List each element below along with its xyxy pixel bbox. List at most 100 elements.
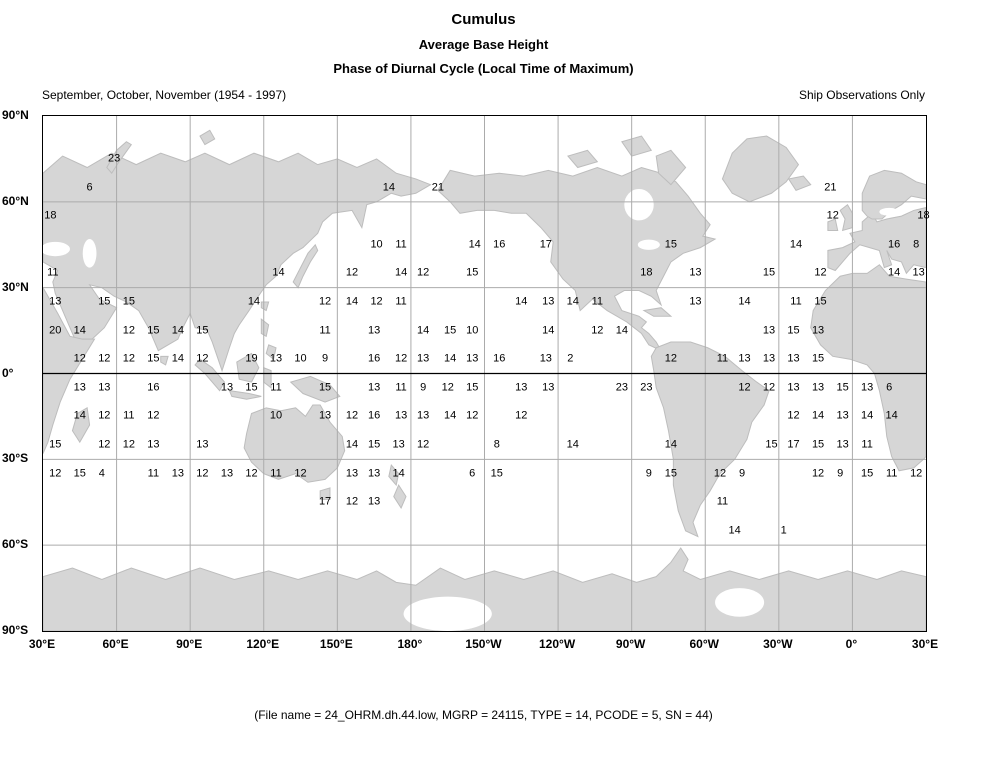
cell-value: 13 [762,352,776,365]
cell-value: 15 [765,438,778,451]
africa-east [43,288,95,454]
cell-value: 13 [912,266,925,279]
cell-value: 14 [728,524,741,537]
cell-value: 23 [615,381,628,394]
severnaya-zemlya [200,130,215,144]
philippines-north [261,319,268,336]
cell-value: 12 [196,352,209,365]
cell-value: 15 [245,381,258,394]
cell-value: 6 [469,467,476,480]
cell-value: 14 [272,266,285,279]
map-plot-area: 23 6 14 21 21 18 12 18 10 11 14 16 17 15 14 16 8 11 14 12 14… [42,115,930,632]
cell-value: 12 [98,438,111,451]
cell-value: 12 [591,324,604,337]
cell-value: 17 [787,438,800,451]
cell-value: 15 [122,295,135,308]
cell-value: 6 [86,181,93,194]
cell-value: 15 [811,438,825,451]
x-tick-label: 120°E [246,637,280,651]
cell-value: 14 [789,238,803,251]
cell-value: 13 [49,295,62,308]
cell-value: 21 [431,181,445,194]
cell-value: 13 [836,438,849,451]
cell-value: 14 [738,295,751,308]
y-tick-label: 30°S [2,451,29,466]
cell-value: 12 [515,409,528,422]
cell-value: 15 [861,467,874,480]
cell-value: 18 [44,209,57,222]
cell-value: 15 [664,238,678,251]
cell-value: 12 [811,467,825,480]
arctic-island-ellesmere [622,136,651,156]
cell-value: 9 [420,381,427,394]
cell-value: 12 [417,438,430,451]
cell-value: 15 [664,467,678,480]
cell-value: 11 [395,295,407,308]
chart-variable-label: Average Base Height [418,37,549,52]
cell-value: 9 [738,467,746,480]
philippines-south [266,345,276,359]
cell-value: 12 [738,381,751,394]
cell-value: 1 [780,524,787,537]
file-info-caption: (File name = 24_OHRM.dh.44.low, MGRP = 2… [254,708,713,722]
cell-value: 18 [917,209,930,222]
cell-value: 11 [716,495,729,508]
cell-value: 16 [368,409,381,422]
black-sea [43,241,70,257]
cell-value: 13 [171,467,185,480]
cell-value: 14 [382,181,395,194]
cell-value: 16 [147,381,160,394]
caspian-sea [82,239,97,268]
x-tick-label: 60°W [689,637,719,651]
cell-value: 16 [887,238,901,251]
cell-value: 12 [345,409,359,422]
madagascar [72,408,89,442]
y-tick-label: 90°N [2,108,29,122]
cell-value: 15 [490,467,503,480]
cell-value: 14 [171,352,185,365]
arctic-island-victoria [568,150,597,167]
cell-value: 23 [640,381,653,394]
sumatra [195,359,224,390]
cell-value: 15 [466,381,479,394]
cell-value: 17 [318,495,332,508]
cell-value: 15 [49,438,62,451]
africa-west [811,265,926,471]
cell-value: 9 [837,467,844,480]
cell-value: 10 [466,324,479,337]
scandinavia [862,170,926,219]
x-tick-label: 180° [397,637,423,651]
cell-value: 15 [147,324,160,337]
cell-value: 14 [515,295,528,308]
cell-value: 13 [368,381,381,394]
cell-value: 12 [394,352,408,365]
cell-value: 16 [493,238,506,251]
cell-value: 13 [466,352,479,365]
australia [244,405,345,482]
borneo [237,353,259,382]
cell-value: 13 [811,324,825,337]
cell-value: 14 [247,295,261,308]
cell-value: 10 [269,409,283,422]
cell-value: 13 [394,409,408,422]
cell-value: 13 [836,409,849,422]
data-source-label: Ship Observations Only [798,88,925,102]
cell-value: 14 [664,438,678,451]
cell-value: 16 [493,352,506,365]
cell-value: 13 [689,266,702,279]
cell-value: 12 [762,381,776,394]
cell-value: 11 [147,467,160,480]
cell-value: 12 [441,381,454,394]
cell-value: 12 [147,409,160,422]
x-tick-label: 30°E [28,637,56,651]
cell-value: 13 [417,352,430,365]
cell-value: 12 [318,295,332,308]
cell-value: 12 [245,467,258,480]
y-tick-label: 90°S [2,623,29,637]
tasmania [320,488,330,499]
cell-value: 14 [417,324,430,337]
cell-value: 9 [322,352,329,365]
cell-value: 14 [615,324,628,337]
cell-value: 13 [73,381,86,394]
cell-value: 4 [98,467,105,480]
